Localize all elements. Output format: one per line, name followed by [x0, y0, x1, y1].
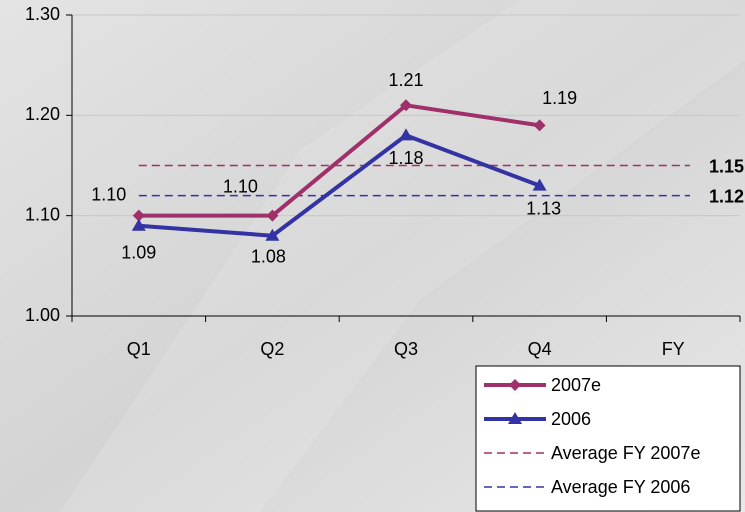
- data-label: 1.09: [121, 242, 156, 262]
- data-label: 1.19: [542, 88, 577, 108]
- average-label: 1.15: [709, 156, 744, 176]
- series-line: [138, 133, 541, 238]
- legend-label: 2006: [551, 409, 591, 429]
- x-tick-label: FY: [662, 339, 685, 359]
- x-tick-label: Q4: [528, 339, 552, 359]
- data-point: [400, 99, 412, 112]
- data-point: [533, 119, 546, 132]
- y-tick-label: 1.00: [25, 305, 60, 325]
- x-tick-label: Q1: [127, 339, 151, 359]
- legend-label: 2007e: [551, 375, 601, 395]
- data-label: 1.10: [223, 176, 258, 196]
- data-label: 1.18: [388, 148, 423, 168]
- data-point: [532, 178, 547, 191]
- data-point: [131, 218, 146, 231]
- data-point: [265, 228, 280, 241]
- data-label: 1.13: [526, 198, 561, 218]
- data-point: [399, 128, 413, 141]
- y-tick-label: 1.30: [25, 4, 60, 24]
- data-label: 1.10: [91, 184, 126, 204]
- data-point: [266, 209, 279, 222]
- legend-label: Average FY 2007e: [551, 443, 700, 463]
- background-swoosh: [60, 0, 745, 512]
- average-label: 1.12: [709, 186, 744, 206]
- data-label: 1.21: [388, 70, 423, 90]
- x-tick-label: Q2: [260, 339, 284, 359]
- y-tick-label: 1.10: [25, 204, 60, 224]
- data-point: [132, 209, 145, 222]
- data-label: 1.08: [251, 246, 286, 266]
- y-tick-label: 1.20: [25, 104, 60, 124]
- series-line: [138, 103, 540, 218]
- data-point: [508, 412, 522, 424]
- legend-label: Average FY 2006: [551, 477, 690, 497]
- x-tick-label: Q3: [394, 339, 418, 359]
- legend-box: [475, 365, 741, 512]
- data-point: [509, 379, 521, 391]
